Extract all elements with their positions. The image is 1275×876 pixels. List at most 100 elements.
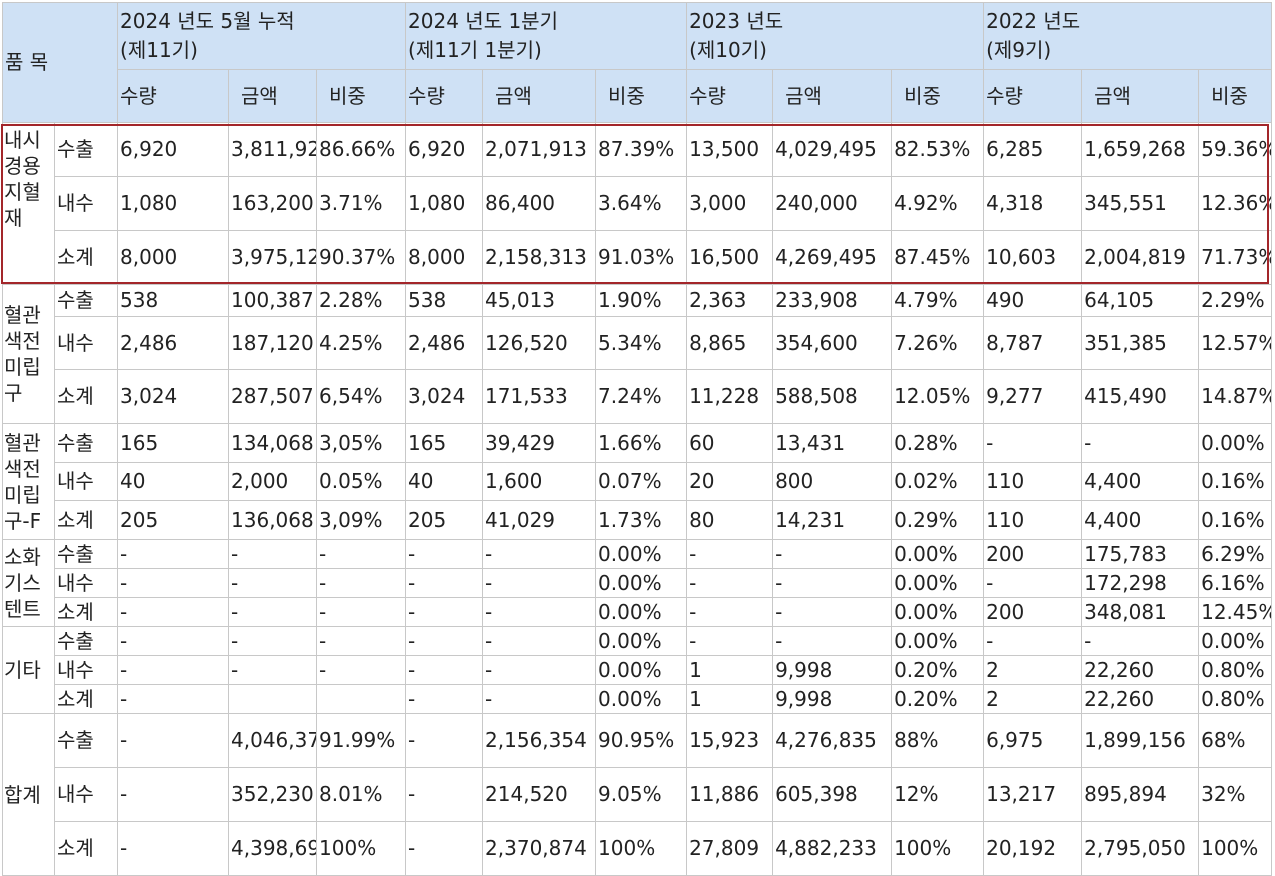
ratio-cell: 2.29% (1198, 284, 1273, 317)
amount-cell: 351,385 (1081, 316, 1200, 370)
qty-cell: 80 (686, 500, 774, 540)
amount-cell: 136,068 (228, 500, 318, 540)
ratio-cell: 1.66% (595, 423, 688, 463)
qty-cell: - (686, 597, 774, 627)
amount-cell (228, 684, 318, 714)
qty-cell: 20,192 (983, 821, 1083, 876)
amount-cell: 175,783 (1081, 539, 1200, 569)
ratio-cell: 90.95% (595, 713, 688, 768)
amount-cell: 39,429 (482, 423, 597, 463)
sales-type-cell: 내수 (53, 655, 119, 685)
qty-cell: 110 (983, 500, 1083, 540)
ratio-cell: 0.05% (316, 462, 407, 501)
amount-cell: 287,507 (228, 369, 318, 424)
sales-type-cell: 소계 (53, 684, 119, 714)
ratio-cell: 0.00% (1198, 626, 1273, 656)
amount-cell: 9,998 (772, 655, 893, 685)
amount-cell: 233,908 (772, 284, 893, 317)
qty-cell: - (405, 568, 484, 598)
table-row: 내수 2,486 187,120 4.25% 2,486 126,520 5.34% 8,86… (3, 316, 1273, 370)
sales-type-cell: 소계 (53, 597, 119, 627)
col-header-qty: 수량 (983, 69, 1083, 123)
amount-cell: 100,387 (228, 284, 318, 317)
qty-cell: 6,975 (983, 713, 1083, 768)
ratio-cell: 0.00% (891, 626, 985, 656)
qty-cell: - (405, 655, 484, 685)
qty-cell: 16,500 (686, 230, 774, 285)
col-header-amount: 금액 (1081, 69, 1200, 123)
amount-cell: 1,600 (482, 462, 597, 501)
ratio-cell: 91.03% (595, 230, 688, 285)
amount-cell: 2,000 (228, 462, 318, 501)
table-row: 내시경용지혈재수출6,9203,811,92286.66%6,9202,071,… (2, 122, 1273, 285)
ratio-cell: 100% (891, 821, 985, 876)
qty-cell: 11,886 (686, 767, 774, 822)
qty-cell: 40 (405, 462, 484, 501)
product-name-cell: 합계 (2, 713, 55, 876)
qty-cell: 60 (686, 423, 774, 463)
col-header-amount: 금액 (228, 69, 318, 123)
amount-cell: 2,370,874 (482, 821, 597, 876)
ratio-cell: 1.73% (595, 500, 688, 540)
col-header-ratio: 비중 (316, 69, 407, 123)
ratio-cell: 87.45% (891, 230, 985, 285)
ratio-cell: 4.92% (891, 176, 985, 231)
amount-cell: - (1081, 626, 1200, 656)
ratio-cell: 86.66% (316, 122, 407, 177)
qty-cell: 11,228 (686, 369, 774, 424)
ratio-cell: 7.26% (891, 316, 985, 370)
qty-cell: 20 (686, 462, 774, 501)
qty-cell: 8,000 (117, 230, 230, 285)
table-row: 기타 수출 - - - - -0.00% - -0.00% - -0.00% (2, 626, 1273, 714)
amount-cell: - (1081, 423, 1200, 463)
ratio-cell: 0.00% (595, 626, 688, 656)
ratio-cell: 14.87% (1198, 369, 1273, 424)
col-header-qty: 수량 (686, 69, 774, 123)
qty-cell: - (405, 821, 484, 876)
table-row: 합계수출-4,046,37791.99%-2,156,35490.95%15,9… (2, 713, 1273, 876)
table-row: 내수 1,080 163,200 3.71% 1,080 86,400 3.64% 3,000… (3, 176, 1273, 231)
col-header-ratio: 비중 (595, 69, 688, 123)
qty-cell: 2 (983, 684, 1083, 714)
amount-cell: 1,659,268 (1081, 122, 1200, 177)
ratio-cell: 100% (595, 821, 688, 876)
table-row: 혈관색전미립구 수출 538 100,387 2.28% 538 45,013 1.90% 2,… (2, 284, 1273, 424)
header-column-row: 수량 금액 비중 수량 금액 비중 수량 금액 비중 수량 금액 비중 (3, 69, 1273, 123)
sales-type-cell: 수출 (53, 539, 119, 569)
qty-cell: 40 (117, 462, 230, 501)
sales-type-cell: 수출 (53, 713, 119, 768)
amount-cell: 605,398 (772, 767, 893, 822)
table-row: 소계 205 136,068 3,09% 205 41,029 1.73% 80 14,231 0… (3, 500, 1273, 540)
ratio-cell: 0.00% (891, 597, 985, 627)
qty-cell: - (405, 597, 484, 627)
ratio-cell: 2.28% (316, 284, 407, 317)
ratio-cell: 3,09% (316, 500, 407, 540)
product-name-cell: 혈관색전미립구 (2, 284, 55, 424)
ratio-cell: 0.28% (891, 423, 985, 463)
qty-cell: 538 (405, 284, 484, 317)
qty-cell: - (405, 684, 484, 714)
table-row: 혈관색전미립구-F 수출 165 134,068 3,05% 165 39,429 1.66%… (2, 423, 1273, 540)
amount-cell: 352,230 (228, 767, 318, 822)
amount-cell: 2,071,913 (482, 122, 597, 177)
qty-cell: 2 (983, 655, 1083, 685)
col-header-qty: 수량 (405, 69, 484, 123)
ratio-cell: 87.39% (595, 122, 688, 177)
period-header-2: 2024 년도 1분기 (제11기 1분기) (405, 2, 688, 70)
ratio-cell: 100% (316, 821, 407, 876)
item-header-label: 품 목 (5, 50, 49, 74)
ratio-cell: 71.73% (1198, 230, 1273, 285)
ratio-cell: 0.00% (595, 655, 688, 685)
amount-cell: 126,520 (482, 316, 597, 370)
period-year-label: 2022 년도 (986, 9, 1081, 33)
qty-cell: - (117, 597, 230, 627)
ratio-cell: 3.71% (316, 176, 407, 231)
ratio-cell: 3,05% (316, 423, 407, 463)
qty-cell: 2,486 (405, 316, 484, 370)
ratio-cell: 9.05% (595, 767, 688, 822)
qty-cell: 13,217 (983, 767, 1083, 822)
qty-cell: 8,865 (686, 316, 774, 370)
qty-cell: - (117, 568, 230, 598)
amount-cell: 354,600 (772, 316, 893, 370)
